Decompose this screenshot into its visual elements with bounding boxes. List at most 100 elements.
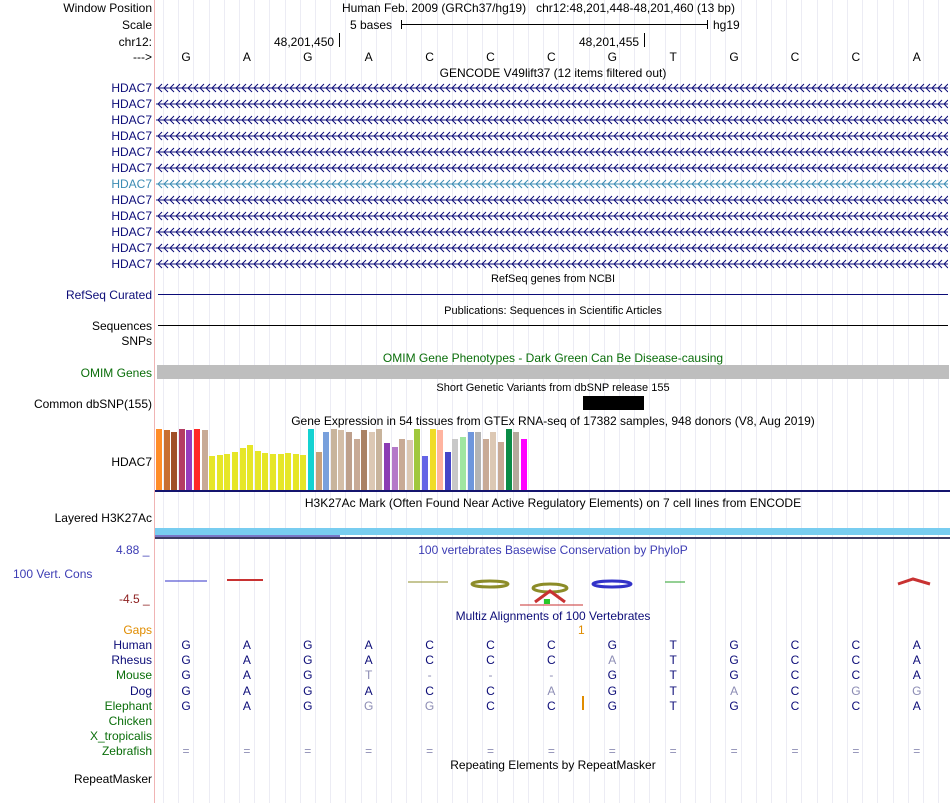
gtex-tissue-bar[interactable] (498, 442, 504, 490)
gtex-tissue-bar[interactable] (399, 439, 405, 490)
dbsnp-variant[interactable] (583, 396, 644, 410)
gtex-tissue-bar[interactable] (521, 439, 527, 490)
gencode-transcript[interactable] (156, 227, 948, 237)
refseq-title[interactable]: RefSeq genes from NCBI (490, 273, 616, 285)
gtex-tissue-bar[interactable] (354, 439, 360, 490)
dbsnp-title[interactable]: Short Genetic Variants from dbSNP releas… (436, 382, 670, 394)
gencode-item-label[interactable]: HDAC7 (111, 257, 152, 271)
gencode-transcript[interactable] (156, 243, 948, 253)
gtex-tissue-bar[interactable] (224, 454, 230, 490)
gtex-tissue-bar[interactable] (384, 443, 390, 490)
gencode-item-label[interactable]: HDAC7 (111, 81, 152, 95)
phylop-title[interactable]: 100 vertebrates Basewise Conservation by… (418, 543, 688, 557)
species-label[interactable]: Human (113, 638, 152, 652)
species-label[interactable]: Elephant (104, 699, 152, 713)
gencode-title[interactable]: GENCODE V49lift37 (12 items filtered out… (439, 66, 667, 80)
pubs-title[interactable]: Publications: Sequences in Scientific Ar… (444, 305, 662, 317)
gtex-tissue-bar[interactable] (407, 440, 413, 490)
phylop-label[interactable]: 100 Vert. Cons (13, 567, 93, 581)
gencode-transcript[interactable] (156, 211, 948, 221)
gtex-tissue-bar[interactable] (346, 432, 352, 490)
gtex-tissue-bar[interactable] (468, 432, 474, 490)
omim-title[interactable]: OMIM Gene Phenotypes - Dark Green Can Be… (382, 351, 724, 365)
gtex-tissue-bar[interactable] (338, 430, 344, 490)
gencode-transcript[interactable] (156, 147, 948, 157)
gtex-tissue-bar[interactable] (186, 430, 192, 490)
gtex-tissue-bar[interactable] (430, 429, 436, 490)
gtex-tissue-bar[interactable] (217, 455, 223, 490)
species-label[interactable]: Chicken (108, 714, 152, 728)
gtex-tissue-bar[interactable] (164, 430, 170, 490)
gencode-item-label[interactable]: HDAC7 (111, 209, 152, 223)
gencode-transcript[interactable] (156, 195, 948, 205)
gencode-item-label[interactable]: HDAC7 (111, 177, 152, 191)
sequences-line[interactable] (158, 325, 948, 326)
gtex-tissue-bar[interactable] (369, 432, 375, 490)
gtex-tissue-bar[interactable] (308, 429, 314, 490)
species-label[interactable]: Mouse (115, 668, 152, 682)
omim-bar[interactable] (157, 365, 949, 379)
gencode-transcript[interactable] (156, 99, 948, 109)
gencode-item-label[interactable]: HDAC7 (111, 161, 152, 175)
refseq-line[interactable] (158, 294, 948, 295)
gencode-item-label[interactable]: HDAC7 (111, 145, 152, 159)
gtex-tissue-bar[interactable] (293, 454, 299, 490)
gtex-tissue-bar[interactable] (323, 432, 329, 490)
repeatmasker-title[interactable]: Repeating Elements by RepeatMasker (450, 758, 656, 772)
gencode-item-label[interactable]: HDAC7 (111, 193, 152, 207)
sequences-label[interactable]: Sequences (91, 319, 152, 333)
gtex-tissue-bar[interactable] (262, 453, 268, 490)
gtex-tissue-bar[interactable] (209, 456, 215, 490)
gencode-transcript[interactable] (156, 179, 948, 189)
species-label[interactable]: Zebrafish (101, 744, 152, 758)
gaps-label[interactable]: Gaps (123, 623, 152, 637)
species-label[interactable]: Dog (129, 684, 152, 698)
gtex-tissue-bar[interactable] (506, 429, 512, 490)
gtex-tissue-bar[interactable] (490, 432, 496, 490)
gtex-tissue-bar[interactable] (331, 429, 337, 490)
gtex-tissue-bar[interactable] (460, 437, 466, 490)
multiz-title[interactable]: Multiz Alignments of 100 Vertebrates (455, 609, 651, 623)
gencode-item-label[interactable]: HDAC7 (111, 97, 152, 111)
gencode-item-label[interactable]: HDAC7 (111, 241, 152, 255)
gtex-tissue-bar[interactable] (361, 430, 367, 490)
gencode-item-label[interactable]: HDAC7 (111, 113, 152, 127)
snps-label[interactable]: SNPs (121, 334, 152, 348)
gencode-transcript[interactable] (156, 131, 948, 141)
gtex-tissue-bar[interactable] (171, 432, 177, 490)
gencode-transcript[interactable] (156, 163, 948, 173)
gtex-title[interactable]: Gene Expression in 54 tissues from GTEx … (291, 414, 815, 428)
omim-label[interactable]: OMIM Genes (80, 366, 152, 380)
h3k27ac-label[interactable]: Layered H3K27Ac (54, 511, 152, 525)
gtex-tissue-bar[interactable] (437, 430, 443, 490)
gencode-transcript[interactable] (156, 115, 948, 125)
gtex-tissue-bar[interactable] (285, 453, 291, 490)
gencode-transcript[interactable] (156, 83, 948, 93)
gencode-item-label[interactable]: HDAC7 (111, 225, 152, 239)
gtex-tissue-bar[interactable] (255, 451, 261, 490)
gencode-item-label[interactable]: HDAC7 (111, 129, 152, 143)
repeatmasker-label[interactable]: RepeatMasker (73, 772, 152, 786)
gtex-tissue-bar[interactable] (247, 445, 253, 490)
h3k27ac-title[interactable]: H3K27Ac Mark (Often Found Near Active Re… (304, 496, 802, 510)
species-label[interactable]: X_tropicalis (89, 729, 152, 743)
gtex-tissue-bar[interactable] (376, 429, 382, 490)
gtex-tissue-bar[interactable] (179, 429, 185, 490)
gtex-tissue-bar[interactable] (278, 454, 284, 490)
gtex-tissue-bar[interactable] (445, 452, 451, 490)
gtex-tissue-bar[interactable] (316, 452, 322, 490)
species-label[interactable]: Rhesus (111, 653, 152, 667)
gtex-tissue-bar[interactable] (483, 439, 489, 490)
gtex-label[interactable]: HDAC7 (111, 455, 152, 469)
refseq-label[interactable]: RefSeq Curated (65, 288, 152, 302)
gtex-tissue-bar[interactable] (232, 452, 238, 490)
h3k27ac-signal[interactable] (155, 528, 950, 535)
gtex-tissue-bar[interactable] (156, 429, 162, 490)
gtex-tissue-bar[interactable] (270, 454, 276, 490)
gtex-tissue-bar[interactable] (414, 429, 420, 490)
dbsnp-label[interactable]: Common dbSNP(155) (33, 397, 152, 411)
gtex-tissue-bar[interactable] (475, 432, 481, 490)
gtex-tissue-bar[interactable] (452, 439, 458, 490)
gtex-tissue-bar[interactable] (300, 455, 306, 490)
